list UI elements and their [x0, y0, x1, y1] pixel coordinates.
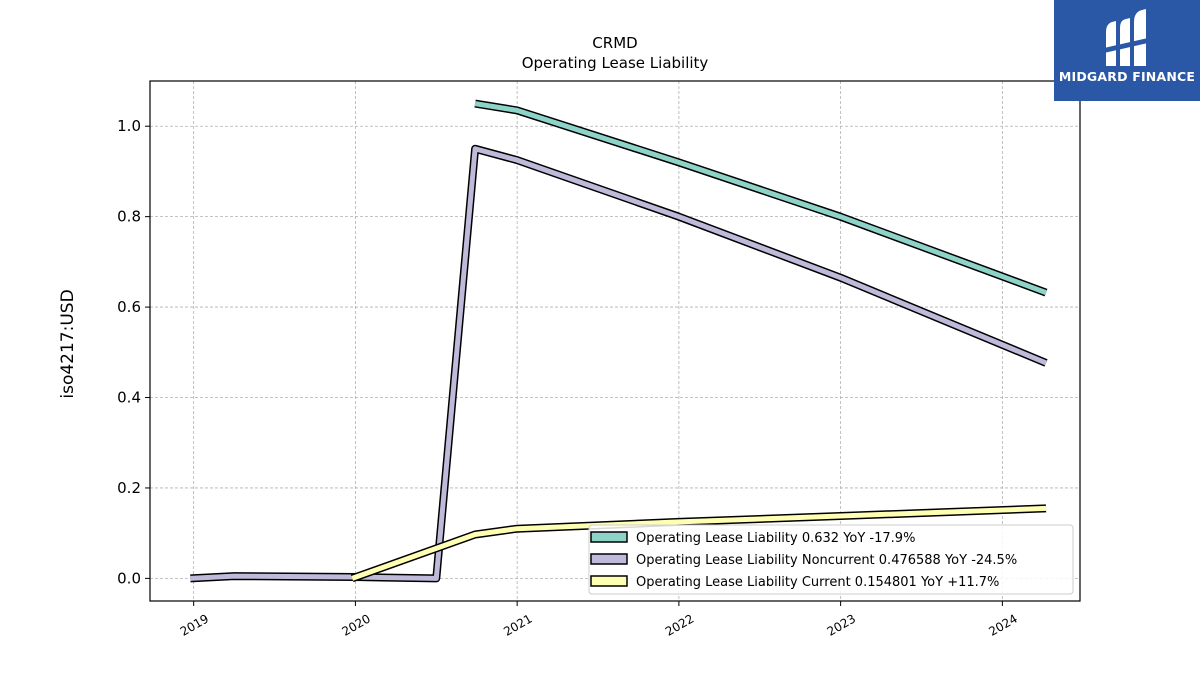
midgard-finance-logo: MIDGARD FINANCE [1054, 0, 1200, 101]
y-axis-label: iso4217:USD [58, 289, 78, 398]
legend-swatch [590, 531, 628, 543]
legend-box [588, 524, 1074, 595]
x-tick-label: 2023 [825, 611, 858, 638]
y-tick-label: 0.4 [117, 389, 141, 407]
y-tick-label: 0.0 [117, 569, 141, 587]
series-line-2 [190, 146, 1047, 581]
legend-label: Operating Lease Liability 0.632 YoY -17.… [636, 531, 915, 546]
logo-text: MIDGARD FINANCE [1058, 69, 1196, 84]
y-tick-label: 0.6 [117, 298, 141, 316]
legend: Operating Lease Liability 0.632 YoY -17.… [588, 524, 1074, 595]
y-tick-label: 0.8 [117, 208, 141, 226]
series-line-outline [474, 99, 1048, 297]
x-tick-label: 2021 [501, 611, 534, 638]
y-tick-label: 0.2 [117, 479, 141, 497]
series-line-1 [474, 101, 1047, 295]
x-tick-label: 2020 [339, 611, 372, 638]
plot-frame [149, 80, 1081, 602]
x-tick-label: 2019 [178, 611, 211, 638]
chart-title: CRMD [592, 34, 637, 52]
series-layer [190, 99, 1048, 583]
y-tick-label: 1.0 [117, 117, 141, 135]
legend-label: Operating Lease Liability Current 0.1548… [636, 575, 999, 590]
legend-label: Operating Lease Liability Noncurrent 0.4… [636, 553, 1017, 568]
midgard-logo-icon [1104, 9, 1148, 66]
legend-swatch [590, 553, 628, 565]
chart-subtitle: Operating Lease Liability [522, 54, 709, 72]
x-tick-label: 2022 [663, 611, 696, 638]
legend-swatch [590, 575, 628, 587]
x-tick-label: 2024 [986, 611, 1019, 638]
